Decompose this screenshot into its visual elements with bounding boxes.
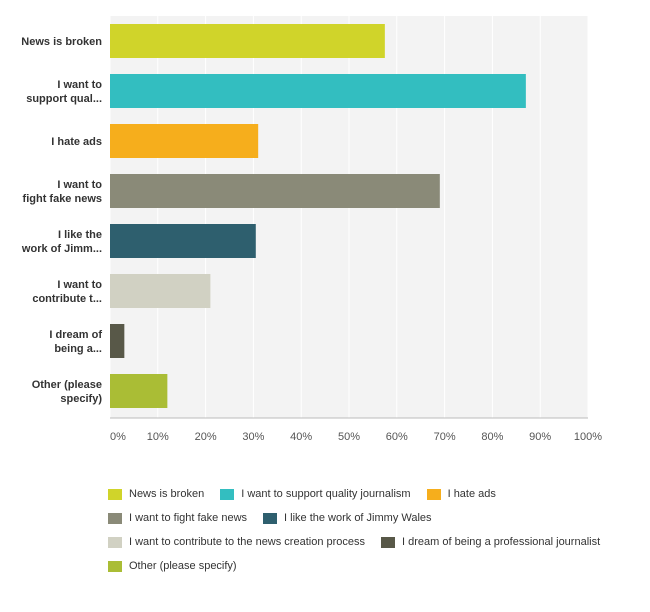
legend-swatch xyxy=(108,488,122,500)
legend-row: I want to contribute to the news creatio… xyxy=(108,530,648,554)
bar xyxy=(110,324,125,358)
tick-label: 60% xyxy=(386,431,408,443)
legend-label: News is broken xyxy=(129,488,205,500)
legend-item: Other (please specify) xyxy=(108,560,237,572)
tick-label: 80% xyxy=(481,431,503,443)
legend-swatch xyxy=(108,512,122,524)
bar-chart: News is broken I want to support qual... I … xyxy=(21,16,602,443)
legend-item: I want to fight fake news xyxy=(108,512,247,524)
legend-swatch xyxy=(220,488,235,500)
legend-swatch xyxy=(381,536,396,548)
legend-label: I want to contribute to the news creatio… xyxy=(129,536,366,548)
value-axis: 0% 10% 20% 30% 40% 50% 60% 70% 80% 90% 100% xyxy=(110,431,602,443)
tick-label: 40% xyxy=(290,431,312,443)
legend-label: I like the work of Jimmy Wales xyxy=(284,512,432,524)
legend-row: I want to fight fake news I like the work… xyxy=(108,506,648,530)
category-axis: News is broken I want to support qual... I … xyxy=(21,36,102,405)
legend-label: I dream of being a professional journali… xyxy=(402,536,601,548)
bar xyxy=(110,274,211,308)
tick-label: 70% xyxy=(434,431,456,443)
bar xyxy=(110,224,256,258)
tick-label: 30% xyxy=(242,431,264,443)
category-label: Other (please specify) xyxy=(32,379,103,405)
category-label: I like the work of Jimm... xyxy=(21,229,102,255)
legend-label: Other (please specify) xyxy=(129,560,237,572)
category-label: I want to support qual... xyxy=(26,79,102,105)
category-label: I want to fight fake news xyxy=(23,179,103,205)
legend-item: I hate ads xyxy=(426,488,496,500)
tick-label: 50% xyxy=(338,431,360,443)
bar xyxy=(110,174,440,208)
legend-label: I want to fight fake news xyxy=(129,512,248,524)
bar-layer xyxy=(110,24,526,408)
legend-item: I dream of being a professional journali… xyxy=(381,536,600,548)
legend-swatch xyxy=(108,560,122,572)
legend-item: I want to contribute to the news creatio… xyxy=(108,536,365,548)
category-label: I hate ads xyxy=(51,136,102,148)
tick-label: 20% xyxy=(195,431,217,443)
category-label: I dream of being a... xyxy=(49,329,102,355)
legend-label: I hate ads xyxy=(447,488,496,500)
category-label: News is broken xyxy=(21,36,102,48)
bar xyxy=(110,124,259,158)
tick-label: 0% xyxy=(110,431,126,443)
tick-label: 10% xyxy=(147,431,169,443)
tick-label: 90% xyxy=(529,431,551,443)
bar xyxy=(110,374,168,408)
legend: News is broken I want to support quality … xyxy=(108,482,648,578)
legend-row: News is broken I want to support quality … xyxy=(108,482,648,506)
legend-item: I want to support quality journalism xyxy=(220,488,411,500)
bar xyxy=(110,24,385,58)
legend-label: I want to support quality journalism xyxy=(241,488,411,500)
category-label: I want to contribute t... xyxy=(32,279,102,305)
legend-item: News is broken xyxy=(108,488,204,500)
legend-item: I like the work of Jimmy Wales xyxy=(263,512,432,524)
legend-swatch xyxy=(426,488,441,500)
tick-label: 100% xyxy=(574,431,602,443)
legend-swatch xyxy=(108,536,122,548)
legend-swatch xyxy=(263,512,278,524)
bar xyxy=(110,74,526,108)
legend-row: Other (please specify) xyxy=(108,554,648,578)
